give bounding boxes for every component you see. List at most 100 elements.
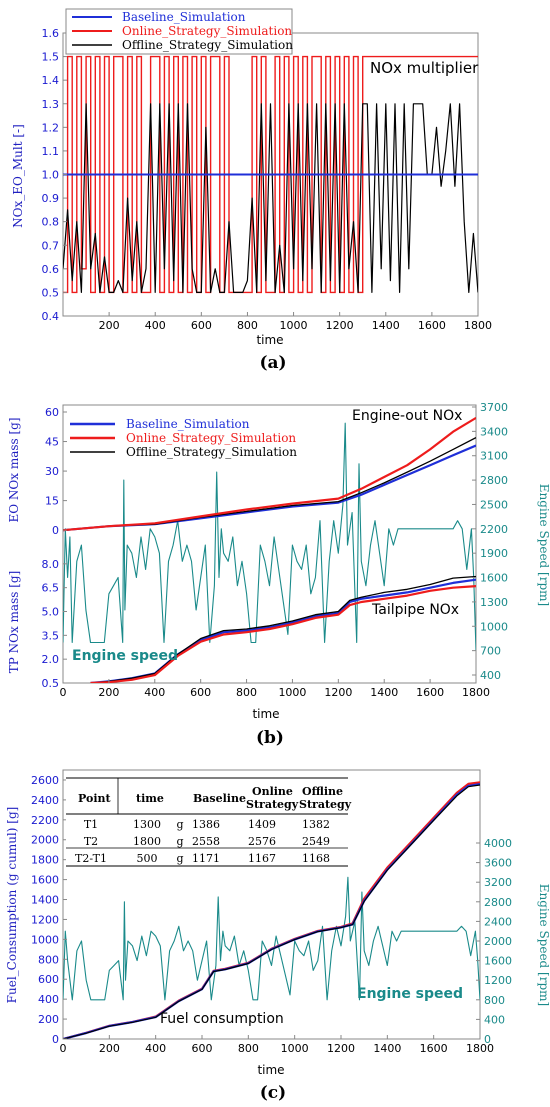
series-offline-fuel-line xyxy=(63,784,480,1039)
c-speed-y-tick-label: 2400 xyxy=(484,915,512,928)
table-header-offline-1: Offline xyxy=(302,785,343,798)
panel-b: 0 15 30 45 60 0.5 2.0 3.5 5.0 6.5 8.0 400 700 1000 1… xyxy=(7,401,550,748)
b-tp-y-tick-label: 5.0 xyxy=(42,606,60,619)
legend-b-offline: Offline_Strategy_Simulation xyxy=(126,445,297,459)
c-speed-y-tick-label: 2000 xyxy=(484,935,512,948)
c-speed-y-tick-label: 1200 xyxy=(484,974,512,987)
panel-c-plot-frame xyxy=(62,769,481,1040)
series-offline-line xyxy=(63,103,478,293)
a-y-tick-label: 1.0 xyxy=(42,169,60,182)
panel-a-label: (a) xyxy=(259,353,286,373)
c-fuel-y-tick-label: 2000 xyxy=(31,834,59,847)
b-speed-y-tick-label: 2800 xyxy=(480,474,508,487)
b-tp-y-tick-label: 2.0 xyxy=(42,653,60,666)
b-x-tick-label: 800 xyxy=(236,686,257,699)
table-cell: 1168 xyxy=(302,852,330,865)
c-x-tick-label: 800 xyxy=(238,1042,259,1055)
panel-b-plot-frame xyxy=(62,404,477,684)
b-speed-y-tick-label: 2200 xyxy=(480,523,508,536)
a-y-tick-label: 1.1 xyxy=(42,145,60,158)
legend-a-baseline: Baseline_Simulation xyxy=(122,10,246,24)
c-speed-y-tick-label: 1600 xyxy=(484,955,512,968)
c-fuel-y-tick-label: 1600 xyxy=(31,874,59,887)
b-eo-y-tick-label: 15 xyxy=(45,495,59,508)
c-fuel-y-tick-label: 1400 xyxy=(31,894,59,907)
table-cell: 500 xyxy=(137,852,158,865)
table-cell: 1386 xyxy=(192,818,220,831)
b-speed-y-tick-label: 3100 xyxy=(480,450,508,463)
table-cell: T2 xyxy=(84,835,98,848)
series-online-tp-line xyxy=(90,585,476,683)
b-speed-y-tick-label: 1000 xyxy=(480,620,508,633)
legend-b-baseline: Baseline_Simulation xyxy=(126,417,250,431)
c-speed-y-tick-label: 4000 xyxy=(484,837,512,850)
c-speed-y-tick-label: 3200 xyxy=(484,876,512,889)
panel-c-label: (c) xyxy=(260,1083,286,1103)
c-fuel-y-tick-label: 2200 xyxy=(31,814,59,827)
b-x-tick-label: 200 xyxy=(98,686,119,699)
a-x-tick-label: 1000 xyxy=(280,319,308,332)
b-eo-y-tick-label: 60 xyxy=(45,406,59,419)
series-engine-speed-line xyxy=(63,422,476,651)
b-x-tick-label: 400 xyxy=(144,686,165,699)
table-cell: 1171 xyxy=(192,852,220,865)
table-cell: 1300 xyxy=(133,818,161,831)
legend-b-online: Online_Strategy_Simulation xyxy=(126,431,296,445)
table-header-offline-2: Strategy xyxy=(299,798,352,811)
table-cell: 1800 xyxy=(133,835,161,848)
panel-a-ylabel: NOx_EO_Mult [-] xyxy=(11,124,25,228)
a-y-tick-label: 1.3 xyxy=(42,98,60,111)
table-cell: T2-T1 xyxy=(75,852,107,865)
c-speed-y-tick-label: 800 xyxy=(484,994,505,1007)
c-fuel-y-tick-label: 600 xyxy=(38,973,59,986)
b-x-tick-label: 0 xyxy=(60,686,67,699)
b-eo-y-tick-label: 0 xyxy=(52,524,59,537)
table-header-online-1: Online xyxy=(252,785,293,798)
b-speed-y-tick-label: 700 xyxy=(480,645,501,658)
a-x-tick-label: 800 xyxy=(237,319,258,332)
a-y-tick-label: 0.9 xyxy=(42,192,60,205)
panel-b-tp-ylabel: TP NOx mass [g] xyxy=(7,571,21,674)
b-speed-y-tick-label: 1900 xyxy=(480,547,508,560)
panel-b-legend: Baseline_Simulation Online_Strategy_Simu… xyxy=(70,417,297,459)
a-x-tick-label: 400 xyxy=(145,319,166,332)
c-x-tick-label: 0 xyxy=(60,1042,67,1055)
b-tp-y-tick-label: 3.5 xyxy=(42,629,60,642)
table-cell: g xyxy=(176,835,183,848)
a-x-tick-label: 1800 xyxy=(464,319,492,332)
legend-a-offline: Offline_Strategy_Simulation xyxy=(122,38,293,52)
panel-c: 0200400600800100012001400160018002000220… xyxy=(5,769,550,1103)
panel-a-xlabel: time xyxy=(256,333,283,347)
panel-a-annotation: NOx multiplier xyxy=(370,59,479,77)
c-fuel-y-tick-label: 2600 xyxy=(31,774,59,787)
b-x-tick-label: 1200 xyxy=(324,686,352,699)
a-y-tick-label: 0.8 xyxy=(42,216,60,229)
b-tp-y-tick-label: 8.0 xyxy=(42,558,60,571)
panel-c-xlabel: time xyxy=(257,1063,284,1077)
panel-b-annotation-speed: Engine speed xyxy=(72,648,178,664)
table-cell: 2549 xyxy=(302,835,330,848)
c-x-tick-label: 400 xyxy=(145,1042,166,1055)
c-x-tick-label: 1800 xyxy=(466,1042,494,1055)
panel-c-annotation-fuel: Fuel consumption xyxy=(160,1011,284,1027)
c-fuel-y-tick-label: 2400 xyxy=(31,794,59,807)
panel-b-annotation-eo: Engine-out NOx xyxy=(352,408,462,424)
a-y-tick-label: 0.7 xyxy=(42,239,60,252)
c-x-tick-label: 1200 xyxy=(327,1042,355,1055)
table-cell: 1167 xyxy=(248,852,276,865)
table-cell: g xyxy=(176,818,183,831)
panel-b-annotation-tp: Tailpipe NOx xyxy=(371,602,459,618)
series-online-eo-line xyxy=(63,416,476,532)
c-speed-y-tick-label: 400 xyxy=(484,1013,505,1026)
c-x-tick-label: 1000 xyxy=(281,1042,309,1055)
panel-b-xlabel: time xyxy=(252,707,279,721)
b-eo-y-tick-label: 45 xyxy=(45,436,59,449)
a-y-tick-label: 1.6 xyxy=(42,27,60,40)
table-cell: 1409 xyxy=(248,818,276,831)
c-fuel-y-tick-label: 1000 xyxy=(31,933,59,946)
table-header-baseline: Baseline xyxy=(193,792,246,805)
panel-a: 0.40.50.60.70.80.91.01.11.21.31.41.51.6 … xyxy=(11,8,492,373)
b-x-tick-label: 600 xyxy=(190,686,211,699)
panel-b-label: (b) xyxy=(256,728,284,748)
